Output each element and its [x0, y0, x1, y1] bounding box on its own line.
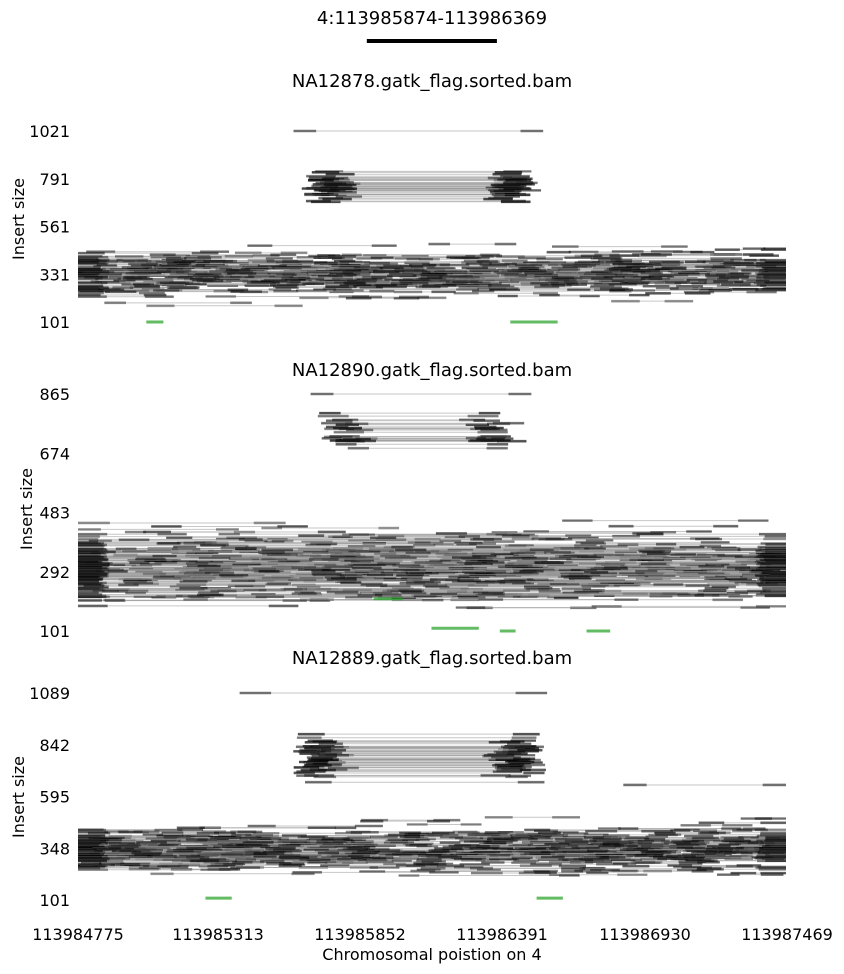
x-tick-label: 113984775 — [32, 925, 124, 944]
panel-1-title: NA12878.gatk_flag.sorted.bam — [292, 71, 572, 92]
panel-1-reads — [78, 129, 786, 324]
panel-1: NA12878.gatk_flag.sorted.bam Insert size… — [9, 71, 786, 332]
panel-3-ylabel: Insert size — [9, 756, 28, 838]
y-tick-label: 483 — [39, 504, 70, 523]
x-axis-label: Chromosomal poistion on 4 — [322, 945, 541, 964]
x-tick-label: 113986930 — [599, 925, 691, 944]
y-tick-label: 348 — [39, 839, 70, 858]
y-tick-label: 101 — [39, 622, 70, 641]
panel-3-title: NA12889.gatk_flag.sorted.bam — [292, 648, 572, 669]
panel-2: NA12890.gatk_flag.sorted.bam Insert size… — [17, 360, 786, 641]
y-tick-label: 292 — [39, 563, 70, 582]
y-tick-label: 101 — [39, 313, 70, 332]
x-tick-label: 113985852 — [314, 925, 406, 944]
x-tick-label: 113985313 — [172, 925, 264, 944]
y-tick-label: 842 — [39, 736, 70, 755]
panel-2-title: NA12890.gatk_flag.sorted.bam — [292, 360, 572, 381]
y-tick-label: 561 — [39, 218, 70, 237]
panel-3-reads — [78, 691, 786, 900]
x-tick-label: 113986391 — [456, 925, 548, 944]
x-axis-ticks: 113984775 113985313 113985852 113986391 1139… — [32, 925, 833, 944]
y-tick-label: 331 — [39, 265, 70, 284]
panel-1-ylabel: Insert size — [9, 178, 28, 260]
panel-1-y-ticks: 101 331 561 791 1021 — [29, 122, 70, 332]
panel-2-ylabel: Insert size — [17, 468, 36, 550]
y-tick-label: 595 — [39, 788, 70, 807]
y-tick-label: 1021 — [29, 122, 70, 141]
panel-3-y-ticks: 101 348 595 842 1089 — [29, 684, 70, 910]
figure-title: 4:113985874-113986369 — [317, 8, 547, 29]
y-tick-label: 865 — [39, 385, 70, 404]
y-tick-label: 791 — [39, 170, 70, 189]
y-tick-label: 101 — [39, 891, 70, 910]
panel-3: NA12889.gatk_flag.sorted.bam Insert size… — [9, 648, 786, 910]
y-tick-label: 674 — [39, 444, 70, 463]
panel-2-y-ticks: 101 292 483 674 865 — [39, 385, 70, 641]
x-tick-label: 113987469 — [741, 925, 833, 944]
panel-2-reads — [78, 392, 786, 633]
y-tick-label: 1089 — [29, 684, 70, 703]
